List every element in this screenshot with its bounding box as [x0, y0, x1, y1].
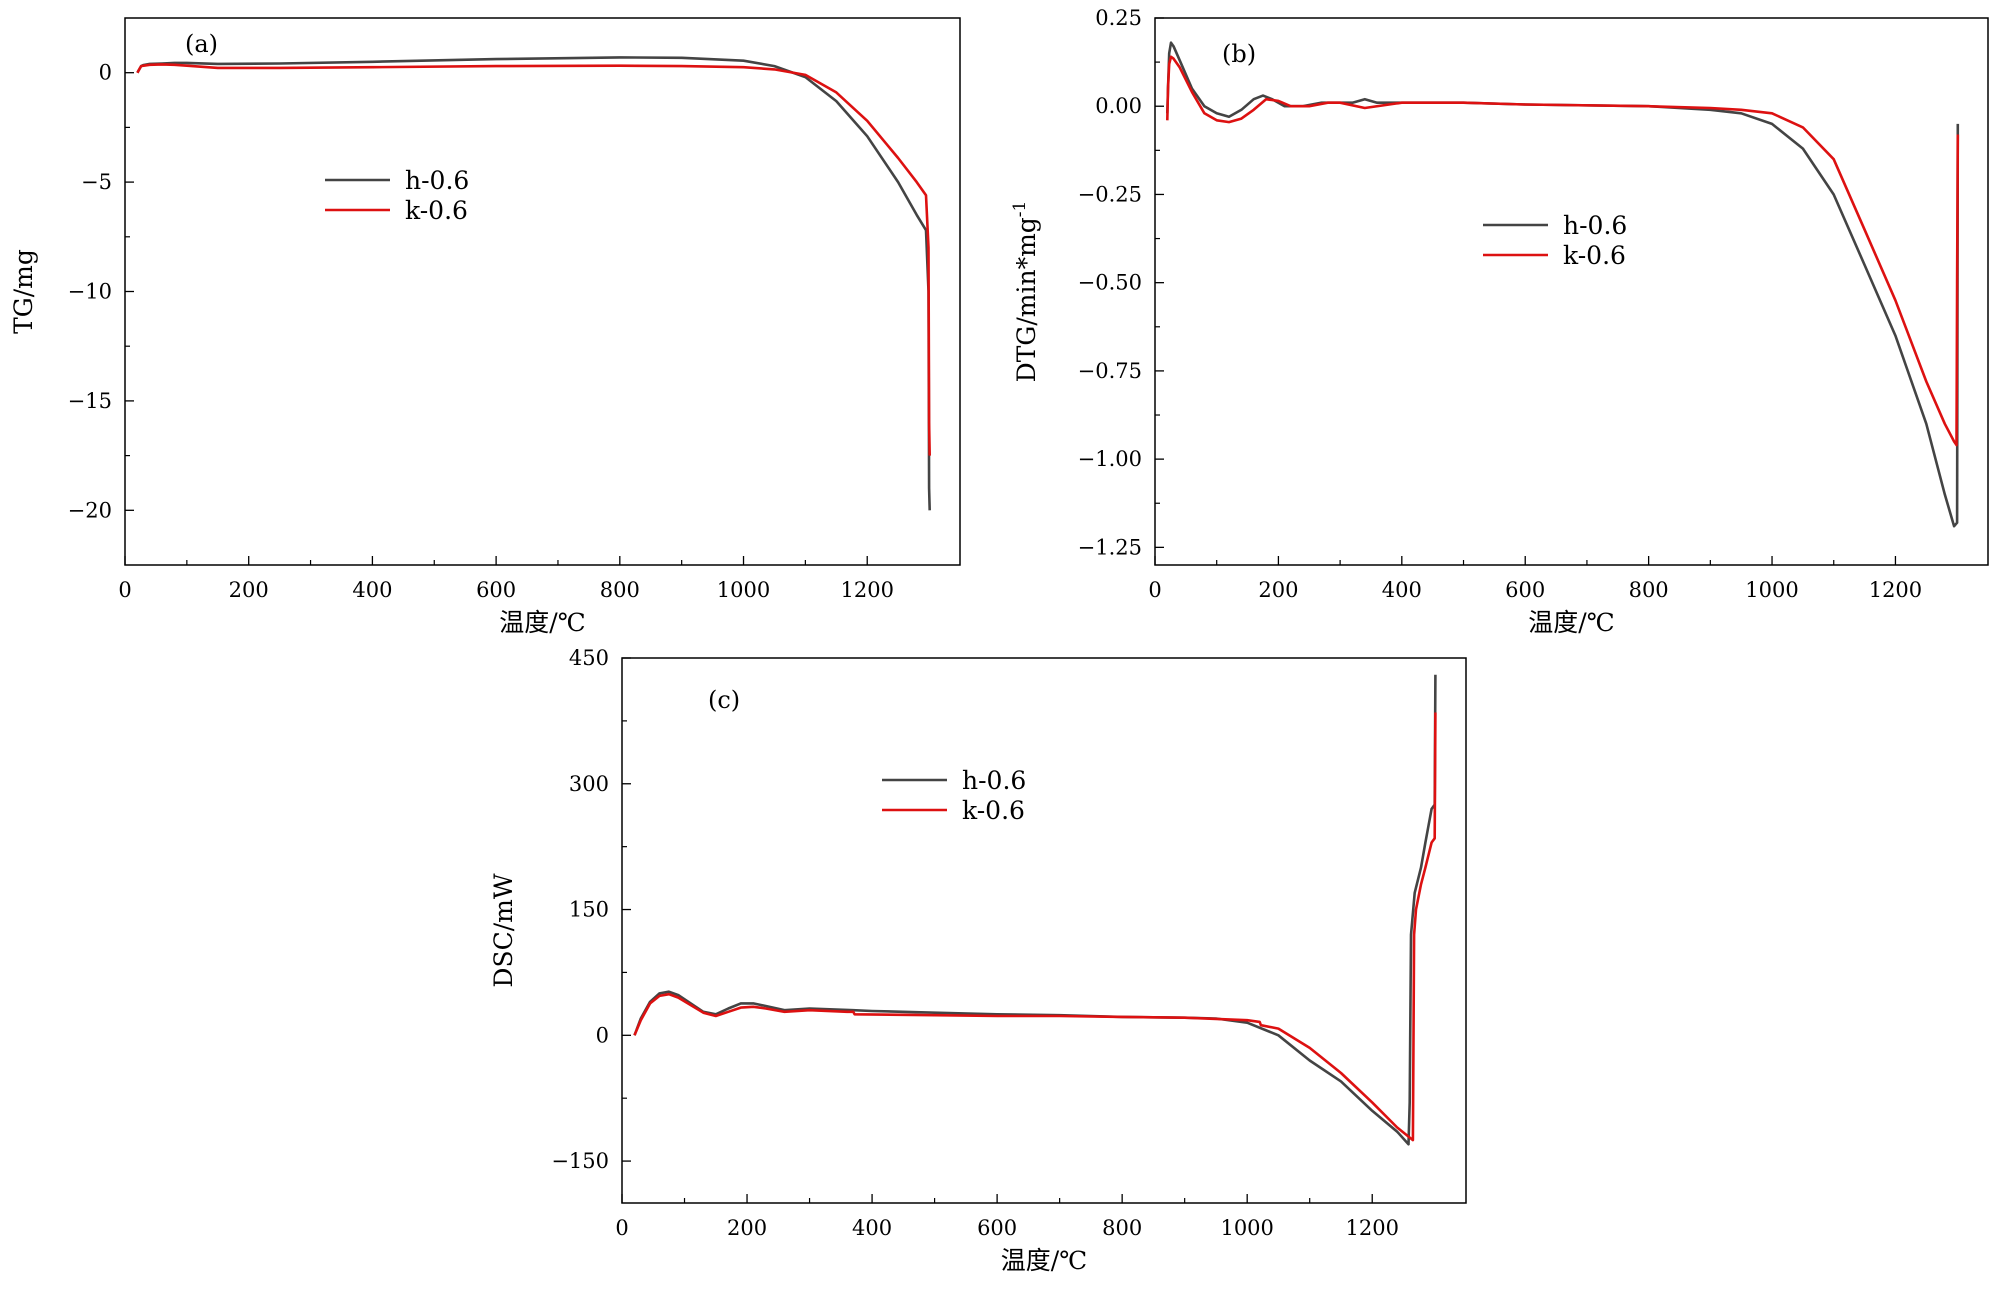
y-tick-label: −20 [68, 498, 112, 522]
series-line-k-0.6 [1166, 55, 1960, 447]
y-tick-label: 0 [596, 1023, 609, 1047]
x-tick-label: 200 [1258, 578, 1298, 602]
y-tick-label: −0.50 [1078, 271, 1142, 295]
panel-label: (b) [1222, 40, 1256, 68]
y-axis-label: DSC/mW [489, 873, 518, 987]
x-tick-label: 400 [852, 1216, 892, 1240]
plot-frame [1154, 17, 1989, 566]
x-tick-label: 800 [1629, 578, 1669, 602]
y-axis-label-superscript: -1 [1010, 201, 1030, 218]
legend-label: k-0.6 [1563, 241, 1626, 270]
chart-panel-1: 0 200 400 600 800 1000 1200 0 −5 −10 −15 −20 温度/℃ TG/… [9, 17, 961, 637]
series-line-k-0.6 [633, 712, 1437, 1142]
y-tick-label: 450 [569, 646, 609, 670]
x-tick-label: 0 [615, 1216, 628, 1240]
legend-label: k-0.6 [405, 196, 468, 225]
series-line-k-0.6 [136, 63, 931, 456]
x-tick-label: 600 [977, 1216, 1017, 1240]
panel-label: (c) [708, 686, 740, 714]
x-axis-label: 温度/℃ [1001, 1246, 1087, 1275]
y-tick-label: −5 [81, 170, 112, 194]
x-tick-label: 200 [229, 578, 269, 602]
y-tick-label: 0 [99, 61, 112, 85]
legend-label: k-0.6 [962, 796, 1025, 825]
y-axis-label: TG/mg [9, 249, 38, 334]
x-tick-label: 0 [1148, 578, 1161, 602]
x-tick-label: 1000 [717, 578, 770, 602]
x-tick-label: 400 [1382, 578, 1422, 602]
y-axis-label: DTG/min*mg-1 [1010, 201, 1041, 383]
x-tick-label: 800 [1102, 1216, 1142, 1240]
x-tick-label: 1200 [1869, 578, 1922, 602]
y-tick-label: −1.25 [1078, 535, 1142, 559]
legend-label: h-0.6 [405, 166, 469, 195]
chart-panel-3: 0 200 400 600 800 1000 1200 450 300 150 0 −150 温度/℃ D… [489, 646, 1467, 1275]
series-line-h-0.6 [136, 56, 931, 511]
y-tick-label: −1.00 [1078, 447, 1142, 471]
panel-label: (a) [185, 30, 218, 58]
y-tick-label: 300 [569, 772, 609, 796]
y-tick-label: 0.00 [1095, 94, 1142, 118]
y-tick-label: −0.25 [1078, 182, 1142, 206]
y-tick-label: −15 [68, 389, 112, 413]
x-axis-label: 温度/℃ [1528, 608, 1614, 637]
y-tick-label: −10 [68, 280, 112, 304]
x-tick-label: 0 [118, 578, 131, 602]
y-tick-label: 150 [569, 898, 609, 922]
legend-label: h-0.6 [1563, 211, 1627, 240]
x-tick-label: 800 [600, 578, 640, 602]
y-tick-label: −0.75 [1078, 359, 1142, 383]
series-line-h-0.6 [633, 674, 1437, 1146]
x-tick-label: 1200 [1345, 1216, 1398, 1240]
chart-panel-2: 0 200 400 600 800 1000 1200 0.25 0.00 −0.25 −0.50 −… [1010, 6, 1989, 637]
x-axis-label: 温度/℃ [499, 608, 585, 637]
x-tick-label: 600 [476, 578, 516, 602]
plot-frame [621, 657, 1467, 1204]
x-tick-label: 1000 [1745, 578, 1798, 602]
x-tick-label: 200 [727, 1216, 767, 1240]
x-tick-label: 400 [352, 578, 392, 602]
legend-label: h-0.6 [962, 766, 1026, 795]
x-tick-label: 1200 [840, 578, 893, 602]
x-tick-label: 600 [1505, 578, 1545, 602]
series-line-h-0.6 [1166, 41, 1960, 528]
y-tick-label: 0.25 [1095, 6, 1142, 30]
y-tick-label: −150 [551, 1149, 609, 1173]
x-tick-label: 1000 [1220, 1216, 1273, 1240]
